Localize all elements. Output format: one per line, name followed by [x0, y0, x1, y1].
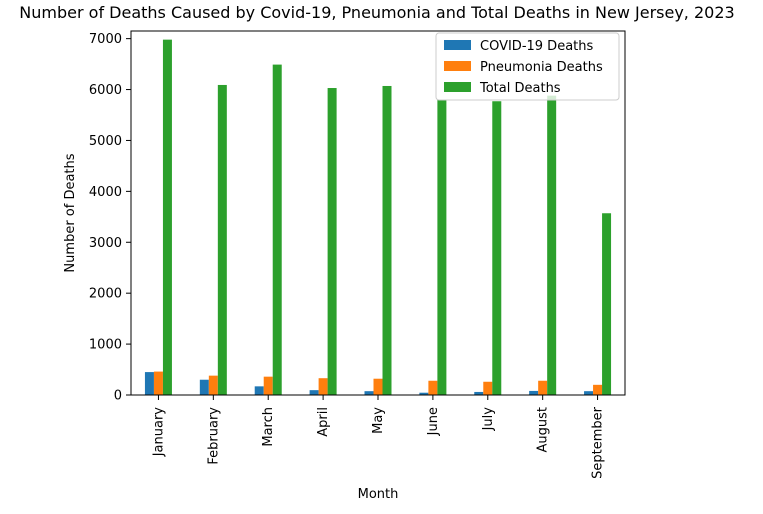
plot-area: 0 1000 2000 3000 4000 5000 6000 7000 January Febr…	[89, 30, 626, 479]
legend-label: Pneumonia Deaths	[480, 60, 603, 75]
x-tick-label: July	[481, 407, 496, 432]
chart-title: Number of Deaths Caused by Covid-19, Pne…	[19, 3, 734, 22]
x-tick-label: January	[151, 407, 166, 458]
y-tick-label: 0	[114, 389, 122, 404]
bar-covid-19-deaths-september	[584, 391, 594, 395]
bar-total-deaths-august	[547, 95, 557, 396]
bar-pneumonia-deaths-april	[318, 378, 328, 395]
legend-label: COVID-19 Deaths	[480, 39, 593, 54]
bar-covid-19-deaths-may	[364, 391, 374, 395]
bar-pneumonia-deaths-july	[483, 381, 493, 395]
legend-swatch	[444, 61, 471, 71]
legend-label: Total Deaths	[479, 81, 561, 96]
bar-total-deaths-february	[217, 84, 227, 396]
y-axis-label: Number of Deaths	[63, 153, 78, 272]
bar-total-deaths-april	[327, 88, 337, 396]
bar-covid-19-deaths-july	[474, 391, 484, 395]
bar-pneumonia-deaths-march	[263, 376, 273, 395]
bar-total-deaths-march	[272, 64, 282, 395]
bar-pneumonia-deaths-january	[153, 371, 163, 395]
x-tick-label: March	[261, 407, 276, 447]
x-axis-label: Month	[358, 487, 399, 502]
bar-covid-19-deaths-june	[419, 392, 429, 395]
bar-total-deaths-september	[602, 213, 612, 395]
y-tick-label: 7000	[89, 32, 122, 47]
bar-pneumonia-deaths-june	[428, 380, 438, 395]
y-tick-label: 4000	[89, 185, 122, 200]
y-tick-label: 6000	[89, 83, 122, 98]
bar-total-deaths-july	[492, 101, 502, 395]
y-tick-label: 5000	[89, 134, 122, 149]
x-tick-label: September	[591, 406, 606, 479]
legend-swatch	[444, 82, 471, 92]
bar-total-deaths-may	[382, 85, 392, 395]
bar-pneumonia-deaths-may	[373, 378, 383, 395]
bar-covid-19-deaths-march	[254, 386, 264, 395]
legend-box	[435, 32, 620, 101]
bar-covid-19-deaths-april	[309, 390, 319, 395]
y-tick-label: 1000	[89, 338, 122, 353]
x-tick-label: April	[316, 407, 331, 437]
legend: COVID-19 Deaths Pneumonia Deaths Total Dea…	[435, 32, 620, 101]
legend-swatch	[444, 40, 471, 50]
bar-total-deaths-january	[162, 39, 172, 396]
x-tick-label: June	[426, 407, 441, 436]
bar-covid-19-deaths-january	[144, 372, 154, 395]
bar-pneumonia-deaths-august	[538, 380, 548, 395]
x-tick-label: May	[371, 407, 386, 434]
bar-total-deaths-june	[437, 99, 447, 395]
x-tick-label: February	[206, 407, 221, 465]
y-tick-label: 2000	[89, 287, 122, 302]
bar-covid-19-deaths-february	[199, 379, 209, 395]
bar-pneumonia-deaths-february	[208, 375, 218, 395]
y-tick-label: 3000	[89, 236, 122, 251]
bar-pneumonia-deaths-september	[593, 384, 603, 395]
x-tick-label: August	[536, 407, 551, 453]
bar-covid-19-deaths-august	[529, 390, 539, 395]
